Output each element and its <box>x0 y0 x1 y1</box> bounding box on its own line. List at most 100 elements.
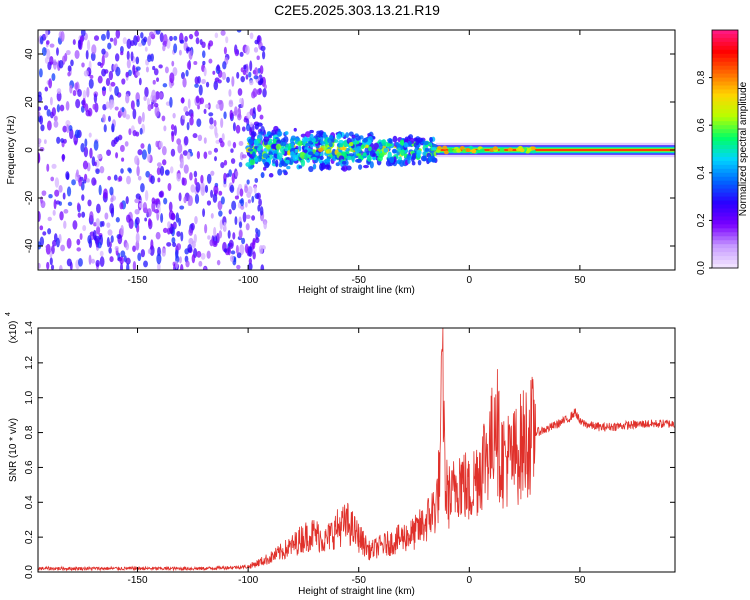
heatmap-noise-cell <box>251 195 255 203</box>
colorbar-segment <box>712 172 738 178</box>
heatmap-noise-cell <box>147 35 152 47</box>
heatmap-noise-cell <box>151 197 156 204</box>
heatmap-noise-cell <box>69 84 73 94</box>
heatmap-noise-cell <box>158 141 163 149</box>
heatmap-noise-cell <box>229 109 233 119</box>
heatmap-noise-cell <box>236 71 240 79</box>
heatmap-line-cell <box>447 148 453 153</box>
heatmap-spread-cell <box>318 147 324 153</box>
heatmap-noise-cell <box>185 69 189 77</box>
heatmap-noise-cell <box>85 50 89 60</box>
heatmap-noise-cell <box>201 41 206 49</box>
heatmap-noise-cell <box>103 69 109 74</box>
heatmap-noise-cell <box>50 176 55 182</box>
colorbar-segment <box>712 137 738 142</box>
heatmap-spread-cell <box>297 142 303 147</box>
colorbar-segment <box>712 180 738 186</box>
heatmap-noise-cell <box>46 261 50 270</box>
heatmap-line-cell <box>479 148 485 153</box>
heatmap-noise-cell <box>256 88 262 96</box>
heatmap-noise-cell <box>38 142 41 148</box>
heatmap-spread-cell <box>363 164 369 169</box>
heatmap-noise-cell <box>88 78 94 89</box>
heatmap-noise-cell <box>125 114 131 120</box>
heatmap-noise-cell <box>230 250 236 255</box>
heatmap-noise-cell <box>164 66 169 74</box>
heatmap-noise-cell <box>213 147 219 153</box>
heatmap-noise-cell <box>195 37 200 45</box>
colorbar-segment <box>712 260 738 265</box>
heatmap-noise-cell <box>97 241 102 249</box>
heatmap-noise-cell <box>171 60 175 67</box>
heatmap-noise-cell <box>242 211 247 223</box>
heatmap-noise-cell <box>62 192 66 200</box>
heatmap-noise-cell <box>137 175 142 181</box>
colorbar-segment <box>712 129 738 134</box>
heatmap-noise-cell <box>132 260 137 270</box>
heatmap-noise-cell <box>133 35 138 46</box>
heatmap-noise-cell <box>232 122 236 132</box>
heatmap-noise-cell <box>227 140 232 147</box>
heatmap-noise-cell <box>238 229 243 239</box>
colorbar-segment <box>712 200 738 206</box>
colorbar-segment <box>712 85 738 91</box>
heatmap-noise-cell <box>134 155 139 165</box>
colorbar-segment <box>712 121 738 126</box>
heatmap-spread-cell <box>431 157 437 163</box>
heatmap-noise-cell <box>156 77 160 82</box>
colorbar-segment <box>712 73 738 79</box>
heatmap-noise-cell <box>228 209 232 215</box>
heatmap-noise-cell <box>132 245 137 252</box>
heatmap-noise-cell <box>120 51 124 56</box>
heatmap-noise-cell <box>202 208 206 218</box>
colorbar-segment <box>712 117 738 122</box>
heatmap-noise-cell <box>153 102 159 108</box>
heatmap-noise-cell <box>214 132 219 139</box>
heatmap-noise-cell <box>96 203 101 214</box>
colorbar-segment <box>712 192 738 198</box>
colorbar-segment <box>712 152 738 158</box>
heatmap-noise-cell <box>126 38 132 50</box>
figure-title: C2E5.2025.303.13.21.R19 <box>274 2 440 18</box>
heatmap-noise-cell <box>179 205 185 210</box>
heatmap-noise-cell <box>241 237 246 245</box>
heatmap-noise-cell <box>140 182 145 193</box>
colorbar-segment <box>712 232 738 237</box>
heatmap-noise-cell <box>114 53 120 62</box>
heatmap-noise-cell <box>183 135 189 146</box>
heatmap-noise-cell <box>239 188 244 197</box>
heatmap-noise-cell <box>126 214 131 223</box>
heatmap-line-cell <box>456 148 462 153</box>
heatmap-noise-cell <box>60 138 65 143</box>
heatmap-line-cell <box>465 148 471 153</box>
heatmap-noise-cell <box>139 127 143 135</box>
colorbar-segment <box>712 248 738 253</box>
heatmap-noise-cell <box>106 222 111 228</box>
heatmap-noise-cell <box>186 61 191 70</box>
heatmap-noise-cell <box>213 80 219 91</box>
heatmap-noise-cell <box>220 141 225 148</box>
heatmap-noise-cell <box>183 106 189 113</box>
heatmap-noise-cell <box>182 77 187 88</box>
heatmap-noise-cell <box>38 106 42 111</box>
heatmap-spread-cell <box>427 155 432 163</box>
heatmap-spread-cell <box>411 152 417 161</box>
heatmap-noise-cell <box>102 103 107 111</box>
heatmap-noise-cell <box>109 186 114 196</box>
heatmap-noise-cell <box>110 197 114 203</box>
heatmap-line-cell <box>530 146 536 151</box>
heatmap-noise-cell <box>66 238 72 249</box>
heatmap-noise-cell <box>84 138 88 148</box>
heatmap-noise-cell <box>120 144 125 153</box>
heatmap-noise-cell <box>107 42 112 50</box>
heatmap-noise-cell <box>229 184 235 193</box>
bottom-plot-frame <box>37 327 676 573</box>
heatmap-spread-cell <box>277 168 283 176</box>
heatmap-spread-cell <box>341 160 347 165</box>
heatmap-noise-cell <box>65 171 70 180</box>
heatmap-spread-cell <box>422 151 427 156</box>
heatmap-noise-cell <box>51 163 57 169</box>
heatmap-noise-cell <box>205 81 210 88</box>
heatmap-spread-cell <box>308 165 314 173</box>
heatmap-spread-cell <box>258 152 263 160</box>
